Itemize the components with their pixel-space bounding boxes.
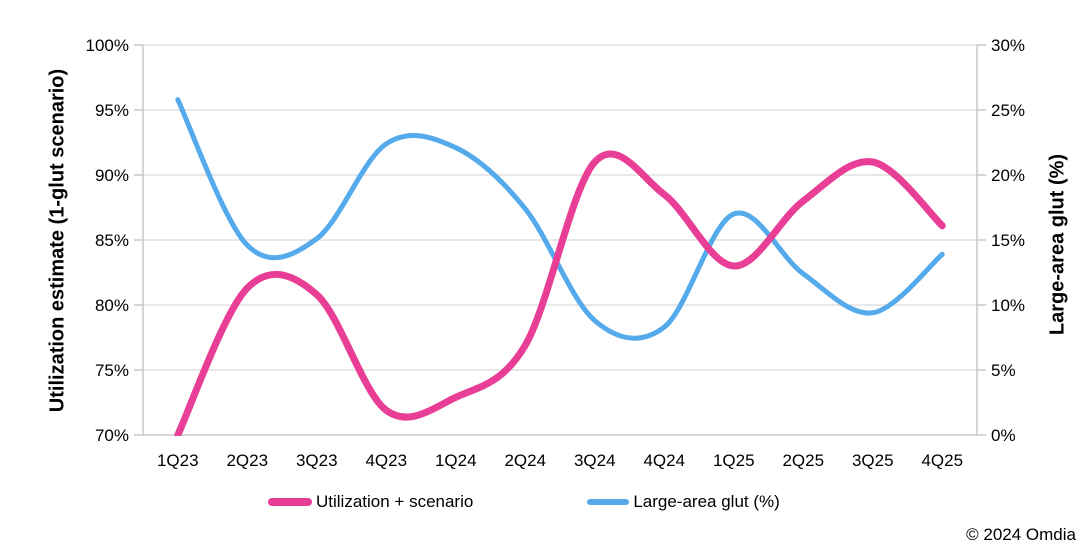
x-axis-tick-label: 1Q23 (157, 451, 199, 470)
y-axis-tick-label-right: 25% (991, 101, 1025, 120)
glut-series-swatch (587, 499, 630, 505)
x-axis-tick-label: 2Q24 (504, 451, 546, 470)
x-axis-tick-label: 2Q25 (782, 451, 824, 470)
legend-label-utilization: Utilization + scenario (316, 492, 474, 511)
x-axis-tick-label: 1Q25 (713, 451, 755, 470)
x-axis-tick-label: 4Q24 (643, 451, 685, 470)
y-axis-tick-label-left: 95% (95, 101, 129, 120)
x-axis-tick-label: 4Q23 (365, 451, 407, 470)
x-axis-tick-label: 3Q23 (296, 451, 338, 470)
left-axis-title: Utilization estimate (1-glut scenario) (46, 68, 69, 413)
legend: Utilization + scenario Large-area glut (… (268, 492, 780, 512)
y-axis-tick-label-right: 30% (991, 36, 1025, 55)
copyright-note: © 2024 Omdia (966, 525, 1076, 544)
y-axis-tick-label-right: 15% (991, 231, 1025, 250)
y-axis-tick-label-right: 5% (991, 361, 1016, 380)
x-axis-tick-label: 2Q23 (226, 451, 268, 470)
x-axis-tick-label: 3Q25 (852, 451, 894, 470)
x-axis-tick-label: 3Q24 (574, 451, 616, 470)
legend-item-utilization: Utilization + scenario (268, 492, 473, 512)
y-axis-tick-label-left: 70% (95, 426, 129, 445)
x-axis-tick-label: 1Q24 (435, 451, 477, 470)
y-axis-tick-label-left: 80% (95, 296, 129, 315)
x-axis-tick-label: 4Q25 (921, 451, 963, 470)
legend-label-glut: Large-area glut (%) (633, 492, 780, 511)
series-line-utilization (174, 150, 946, 436)
utilization-series-swatch (268, 498, 312, 506)
y-axis-tick-label-left: 85% (95, 231, 129, 250)
y-axis-tick-label-left: 90% (95, 166, 129, 185)
legend-item-glut: Large-area glut (%) (587, 492, 780, 512)
y-axis-tick-label-right: 0% (991, 426, 1016, 445)
series-line-glut (175, 97, 945, 341)
y-axis-tick-label-right: 20% (991, 166, 1025, 185)
y-axis-tick-label-left: 75% (95, 361, 129, 380)
y-axis-tick-label-left: 100% (86, 36, 129, 55)
right-axis-title: Large-area glut (%) (1046, 153, 1069, 336)
y-axis-tick-label-right: 10% (991, 296, 1025, 315)
